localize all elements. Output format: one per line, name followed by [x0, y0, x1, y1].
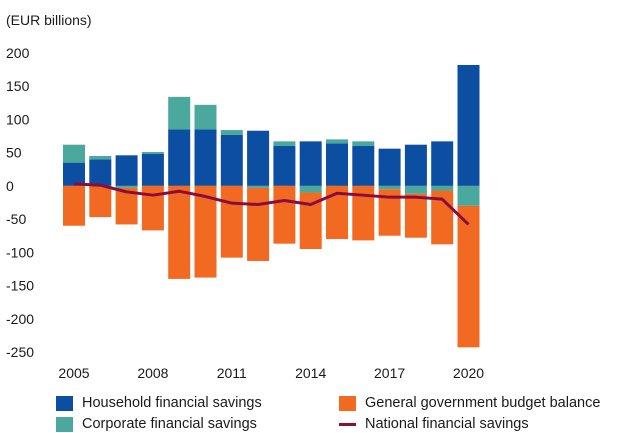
y-tick-label: 50	[6, 145, 22, 161]
bar-general-government-budget-balance-2018	[404, 193, 427, 238]
bar-general-government-budget-balance-2017	[378, 189, 401, 236]
bar-general-government-budget-balance-2016	[352, 185, 375, 241]
bar-household-financial-savings-2005	[63, 162, 85, 186]
legend-swatch-corporate	[56, 416, 73, 432]
bar-household-financial-savings-2006	[89, 159, 112, 186]
y-tick-label: -50	[6, 211, 26, 227]
legend-item-government: General government budget balance	[339, 395, 600, 411]
bar-general-government-budget-balance-2013	[273, 185, 296, 244]
bar-corporate-financial-savings-2016	[352, 141, 375, 147]
bar-corporate-financial-savings-2015	[326, 139, 348, 144]
bar-general-government-budget-balance-2014	[299, 192, 322, 250]
y-tick-label: -150	[6, 278, 34, 294]
legend-label-national: National financial savings	[365, 416, 529, 432]
bar-household-financial-savings-2008	[141, 153, 164, 186]
bar-household-financial-savings-2015	[326, 143, 348, 186]
bar-corporate-financial-savings-2020	[457, 185, 480, 206]
bar-household-financial-savings-2009	[168, 129, 191, 186]
x-tick-label: 2005	[58, 365, 89, 381]
bar-corporate-financial-savings-2007	[115, 185, 138, 188]
bar-household-financial-savings-2016	[352, 146, 375, 186]
x-tick-label: 2017	[374, 365, 405, 381]
y-tick-label: -250	[6, 344, 34, 360]
bar-household-financial-savings-2017	[378, 148, 401, 186]
legend-item-corporate: Corporate financial savings	[56, 416, 257, 432]
bar-general-government-budget-balance-2008	[141, 185, 164, 231]
bar-corporate-financial-savings-2006	[89, 155, 112, 160]
y-tick-label: -100	[6, 244, 34, 260]
bar-household-financial-savings-2012	[247, 130, 270, 186]
legend-swatch-government	[339, 395, 356, 411]
bar-household-financial-savings-2007	[115, 155, 138, 186]
bar-corporate-financial-savings-2010	[194, 104, 217, 130]
bar-general-government-budget-balance-2007	[115, 187, 138, 225]
bar-household-financial-savings-2020	[457, 64, 480, 186]
bar-corporate-financial-savings-2008	[141, 152, 164, 154]
legend-item-household: Household financial savings	[56, 395, 262, 411]
bar-general-government-budget-balance-2009	[168, 185, 191, 279]
bar-corporate-financial-savings-2018	[404, 185, 427, 194]
x-tick-label: 2011	[217, 365, 247, 381]
y-tick-label: 200	[6, 45, 30, 61]
x-tick-label: 2014	[295, 365, 326, 381]
y-tick-label: 150	[6, 78, 30, 94]
bar-household-financial-savings-2014	[299, 141, 322, 186]
bar-corporate-financial-savings-2014	[299, 185, 322, 193]
legend-label-corporate: Corporate financial savings	[82, 416, 257, 432]
bar-general-government-budget-balance-2012	[247, 187, 270, 261]
bar-general-government-budget-balance-2020	[457, 205, 480, 348]
legend-swatch-national	[339, 422, 356, 426]
bar-household-financial-savings-2011	[220, 134, 243, 186]
national-savings-line	[73, 182, 470, 226]
bar-general-government-budget-balance-2005	[63, 185, 85, 226]
legend-label-household: Household financial savings	[82, 395, 262, 411]
bar-general-government-budget-balance-2011	[220, 185, 243, 258]
bar-general-government-budget-balance-2015	[326, 185, 348, 240]
y-tick-label: 0	[6, 178, 14, 194]
bars	[63, 64, 480, 348]
x-tick-label: 2020	[453, 365, 484, 381]
chart: (EUR billions) 200 150 100 50 0 -50 -100 -150 -2…	[6, 12, 484, 381]
bar-household-financial-savings-2013	[273, 146, 296, 186]
bar-general-government-budget-balance-2006	[89, 185, 112, 218]
bar-household-financial-savings-2019	[431, 141, 454, 186]
bar-corporate-financial-savings-2017	[378, 185, 401, 190]
legend-label-government: General government budget balance	[365, 395, 601, 411]
legend: Household financial savings General gove…	[0, 392, 617, 433]
bar-corporate-financial-savings-2013	[273, 141, 296, 147]
bar-corporate-financial-savings-2019	[431, 185, 454, 191]
bar-general-government-budget-balance-2010	[194, 185, 217, 278]
legend-item-national: National financial savings	[339, 416, 529, 432]
y-tick-label: -200	[6, 311, 34, 327]
unit-label: (EUR billions)	[6, 12, 92, 28]
bar-corporate-financial-savings-2005	[63, 144, 85, 163]
bar-household-financial-savings-2018	[404, 144, 427, 186]
y-tick-label: 100	[6, 111, 30, 127]
x-axis: 2005 2008 2011 2014 2017 2020	[58, 365, 484, 381]
national-savings-line-group	[73, 182, 470, 226]
legend-swatch-household	[56, 395, 73, 411]
bar-corporate-financial-savings-2009	[168, 96, 191, 130]
bar-household-financial-savings-2010	[194, 129, 217, 186]
bar-corporate-financial-savings-2011	[220, 130, 243, 135]
y-axis: 200 150 100 50 0 -50 -100 -150 -200 -250	[6, 45, 34, 360]
x-tick-label: 2008	[137, 365, 168, 381]
bar-corporate-financial-savings-2012	[247, 185, 270, 188]
